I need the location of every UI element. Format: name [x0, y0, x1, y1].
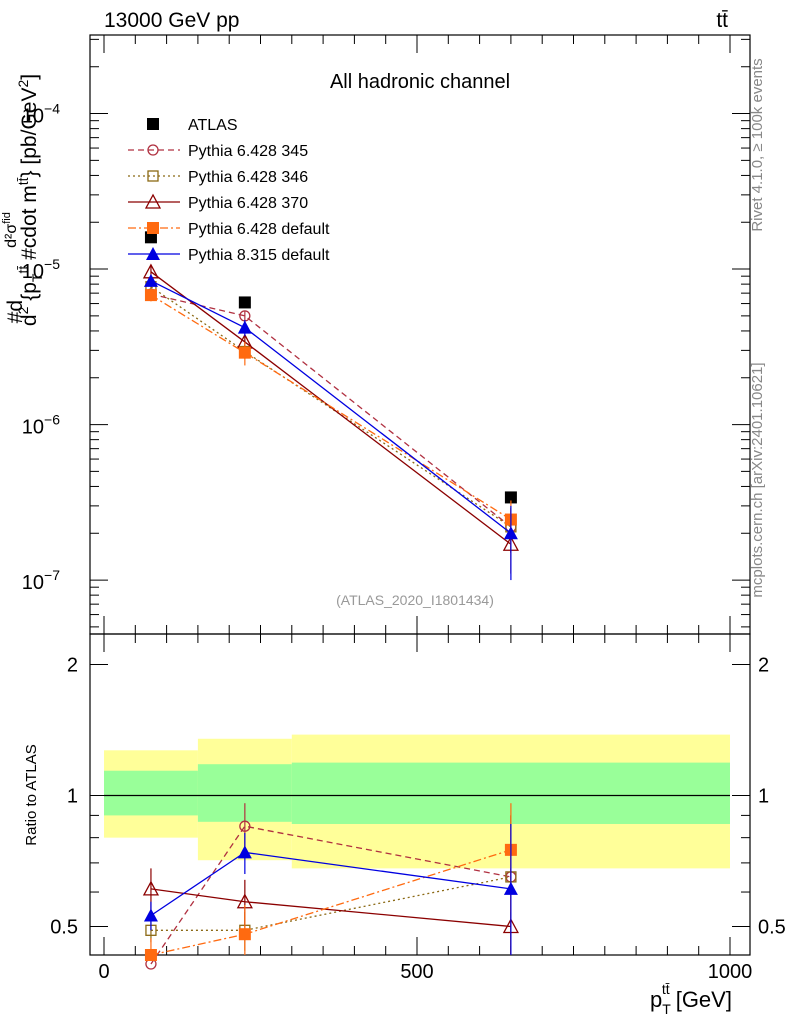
ratio-point-pythia-6-428-default: [238, 928, 251, 941]
main-ytick-label: 10−7: [22, 567, 60, 594]
ratio-line-pythia-6-428-370: [150, 888, 511, 928]
legend-label-pythia-6-428-default: Pythia 6.428 default: [188, 221, 330, 238]
ratio-point-pythia-8-315-default: [237, 845, 252, 859]
ratio-ytick-label-right: 0.5: [758, 916, 786, 938]
legend-label-pythia-6-428-345: Pythia 6.428 345: [188, 143, 308, 160]
main-ytick-label: 10−4: [22, 101, 60, 128]
ratio-point-pythia-6-428-345: [239, 820, 251, 832]
x-tick-label: 500: [400, 961, 433, 983]
ratio-point-pythia-6-428-default: [144, 949, 157, 961]
mcplots-label: mcplots.cern.ch [arXiv:2401.10621]: [749, 362, 766, 597]
data-point-pythia-8-315-default: [237, 320, 252, 334]
ratio-point-pythia-6-428-370: [142, 880, 160, 896]
legend-label-pythia-8-315-default: Pythia 8.315 default: [188, 247, 330, 264]
main-ytick-label: 10−5: [22, 256, 60, 283]
header-right: tt̄: [716, 9, 728, 32]
ratio-frame: [89, 633, 751, 956]
x-tick-label: 0: [98, 961, 109, 983]
legend-label-atlas: ATLAS: [188, 117, 238, 134]
series-line-pythia-6-428-default: [150, 294, 512, 521]
legend: ATLAS Pythia 6.428 345 Pythia 6.428 346 Pyt…: [128, 117, 330, 264]
x-tick-label: 1000: [708, 961, 753, 983]
legend-marker-pythia-6-428-370: [144, 193, 162, 209]
data-point-atlas: [144, 231, 157, 244]
ratio-plot: 0 500 1000 0.5 0.5 1 1 2 2: [50, 633, 786, 983]
ratio-line-pythia-6-428-345: [150, 825, 512, 965]
ratio-point-pythia-8-315-default: [503, 881, 518, 895]
legend-marker-pythia-6-428-346: [147, 170, 159, 182]
ratio-band-stat-0: [104, 770, 198, 816]
main-ylabel-prefix: #d: [4, 300, 27, 323]
ratio-ytick-label: 1: [67, 785, 78, 807]
series-line-pythia-6-428-346: [150, 286, 512, 528]
main-ylabel-numerator: d²σfid: [1, 212, 20, 248]
legend-marker-pythia-6-428-default: [147, 222, 159, 234]
legend-marker-pythia-6-428-345: [147, 144, 159, 156]
rivet-label: Rivet 4.1.0, ≥ 100k events: [749, 58, 766, 231]
main-ytick-label: 10−6: [22, 412, 60, 439]
main-title: All hadronic channel: [330, 71, 510, 93]
legend-label-pythia-6-428-346: Pythia 6.428 346: [188, 169, 308, 186]
main-plot: 10−4 10−5 10−6 10−7: [22, 34, 751, 635]
ratio-ytick-label-right: 2: [758, 654, 769, 676]
ratio-ytick-label: 2: [67, 654, 78, 676]
ratio-ylabel: Ratio to ATLAS: [23, 744, 40, 845]
data-point-pythia-8-315-default: [143, 273, 158, 287]
legend-label-pythia-6-428-370: Pythia 6.428 370: [188, 195, 308, 212]
analysis-id: (ATLAS_2020_I1801434): [336, 592, 494, 608]
ratio-line-pythia-6-428-346: [150, 876, 512, 931]
series-line-pythia-6-428-345: [150, 293, 512, 528]
data-point-atlas: [504, 491, 517, 504]
data-point-pythia-6-428-default: [144, 289, 157, 302]
ratio-ytick-label-right: 1: [758, 785, 769, 807]
data-point-pythia-8-315-default: [503, 526, 518, 540]
ratio-point-pythia-8-315-default: [143, 908, 158, 922]
x-axis-label: pTtt̄ [GeV]: [650, 981, 732, 1017]
series-line-pythia-6-428-370: [150, 271, 512, 545]
data-point-pythia-6-428-default: [238, 346, 251, 359]
data-point-atlas: [238, 296, 251, 309]
legend-marker-pythia-8-315-default: [146, 247, 160, 260]
ratio-ytick-label: 0.5: [50, 916, 78, 938]
main-ylabel: d2 {pTtt̄ #cdot mtt̄} [pb/GeV2]: [15, 74, 45, 326]
legend-marker-atlas: [147, 118, 159, 130]
header-left: 13000 GeV pp: [104, 9, 239, 32]
